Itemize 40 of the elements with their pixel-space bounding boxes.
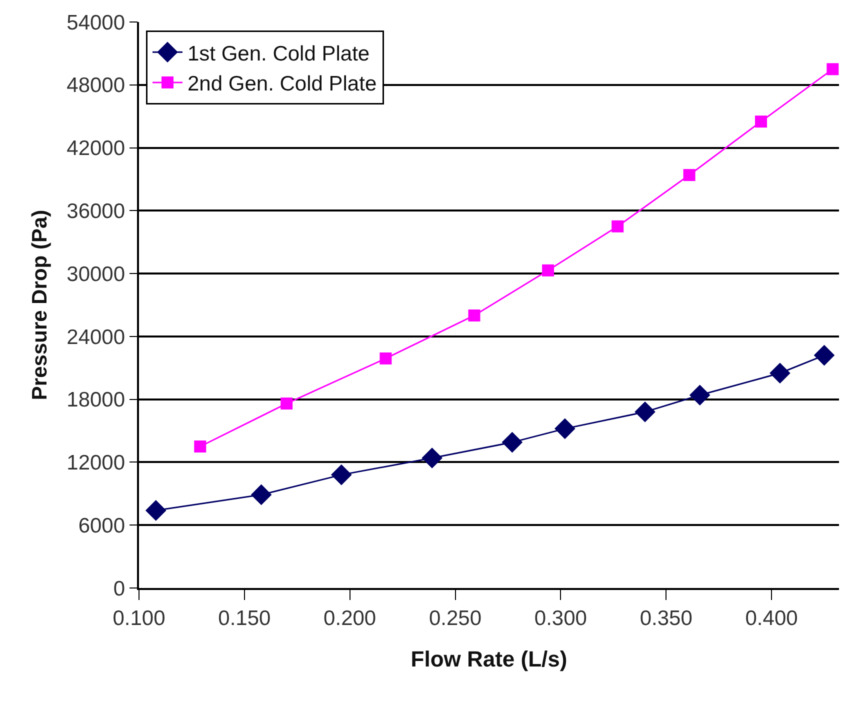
point <box>380 352 392 364</box>
x-tick-label: 0.200 <box>324 606 376 630</box>
legend-label: 1st Gen. Cold Plate <box>188 42 370 66</box>
point <box>502 432 523 453</box>
y-tick-label: 54000 <box>66 11 126 34</box>
x-axis-title: Flow Rate (L/s) <box>410 646 568 672</box>
y-tick-label: 18000 <box>66 388 126 412</box>
point <box>814 344 835 366</box>
x-tick-label: 0.350 <box>640 606 692 630</box>
y-tick-label: 48000 <box>66 74 126 98</box>
y-tick-label: 12000 <box>66 452 126 475</box>
point <box>612 220 624 232</box>
point <box>331 464 352 486</box>
x-tick-label: 0.300 <box>534 606 587 630</box>
point <box>542 264 554 276</box>
point <box>250 484 272 506</box>
y-tick-label: 30000 <box>66 262 126 286</box>
x-tick-label: 0.100 <box>112 606 166 630</box>
y-tick-label: 42000 <box>66 137 126 160</box>
x-tick-label: 0.150 <box>218 606 271 630</box>
point <box>826 63 839 76</box>
point <box>754 116 767 128</box>
x-tick-label: 0.400 <box>745 606 798 630</box>
point <box>145 500 166 521</box>
point <box>422 448 442 468</box>
y-tick-label: 24000 <box>66 326 126 349</box>
y-tick-label: 0 <box>113 577 126 600</box>
point <box>683 169 696 182</box>
y-tick-label: 6000 <box>78 514 126 538</box>
x-tick-label: 0.250 <box>428 606 482 630</box>
point <box>280 398 293 410</box>
y-axis-title: Pressure Drop (Pa) <box>28 210 52 400</box>
point <box>554 418 576 440</box>
point <box>468 309 480 322</box>
point <box>634 402 656 422</box>
point <box>770 362 790 384</box>
point <box>689 384 710 406</box>
legend-label: 2nd Gen. Cold Plate <box>188 72 377 96</box>
y-tick-label: 36000 <box>66 200 126 224</box>
point <box>194 440 206 452</box>
